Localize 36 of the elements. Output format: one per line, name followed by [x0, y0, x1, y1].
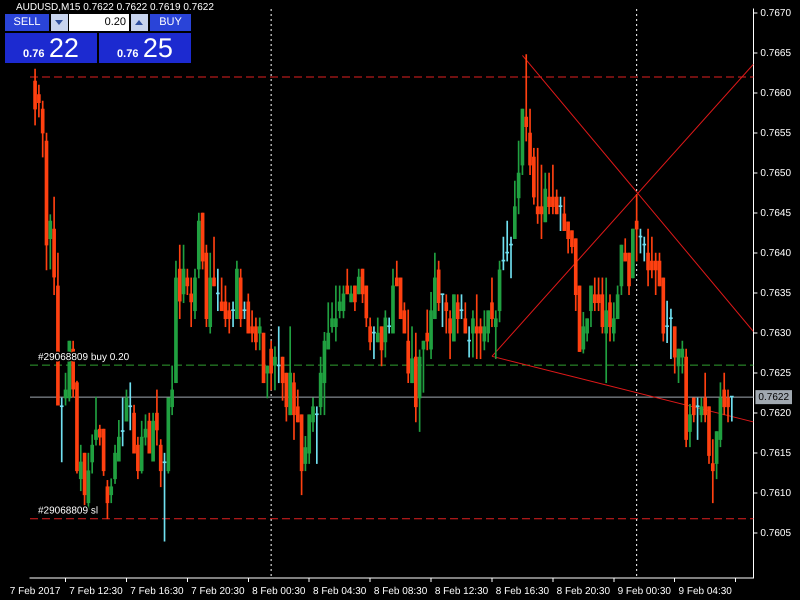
- x-tick-label: 8 Feb 20:30: [556, 586, 610, 597]
- y-tick-label: 0.7655: [760, 128, 792, 139]
- chart-title: AUDUSD,M15 0.7622 0.7622 0.7619 0.7622: [16, 2, 214, 13]
- x-tick-label: 7 Feb 12:30: [69, 586, 124, 597]
- annotation: BUY: [150, 14, 191, 31]
- y-tick-label: 0.7615: [760, 448, 792, 459]
- y-tick-label: 0.7635: [760, 288, 792, 299]
- x-tick-label: 7 Feb 16:30: [130, 586, 184, 597]
- y-tick-label: 0.7640: [760, 248, 792, 259]
- annotation: 22: [48, 33, 79, 63]
- annotation: 0.76: [23, 48, 44, 60]
- y-tick-label: 0.7670: [760, 8, 792, 19]
- x-tick-label: 9 Feb 00:30: [618, 586, 672, 597]
- y-tick-label: 0.7620: [760, 408, 792, 419]
- y-tick-label: 0.7660: [760, 88, 792, 99]
- ref-line-label: #29068809 sl: [38, 506, 98, 517]
- x-tick-label: 8 Feb 08:30: [374, 586, 428, 597]
- ref-line-label: 0.7622: [758, 392, 790, 403]
- x-tick-label: 9 Feb 04:30: [678, 586, 732, 597]
- lot-size-field: 0.20: [69, 14, 129, 31]
- y-tick-label: 0.7605: [760, 528, 792, 539]
- x-tick-label: 8 Feb 16:30: [496, 586, 550, 597]
- annotation: 25: [142, 33, 173, 63]
- y-tick-label: 0.7645: [760, 208, 792, 219]
- y-tick-label: 0.7630: [760, 328, 792, 339]
- x-tick-label: 7 Feb 2017: [10, 586, 61, 597]
- y-tick-label: 0.7625: [760, 368, 792, 379]
- x-tick-label: 8 Feb 12:30: [434, 586, 489, 597]
- x-tick-label: 8 Feb 00:30: [252, 586, 306, 597]
- annotation: SELL: [5, 14, 49, 31]
- y-tick-label: 0.7610: [760, 488, 792, 499]
- annotation: 0.76: [117, 48, 138, 60]
- x-tick-label: 7 Feb 20:30: [191, 586, 245, 597]
- y-tick-label: 0.7650: [760, 168, 792, 179]
- y-tick-label: 0.7665: [760, 48, 792, 59]
- x-tick-label: 8 Feb 04:30: [312, 586, 367, 597]
